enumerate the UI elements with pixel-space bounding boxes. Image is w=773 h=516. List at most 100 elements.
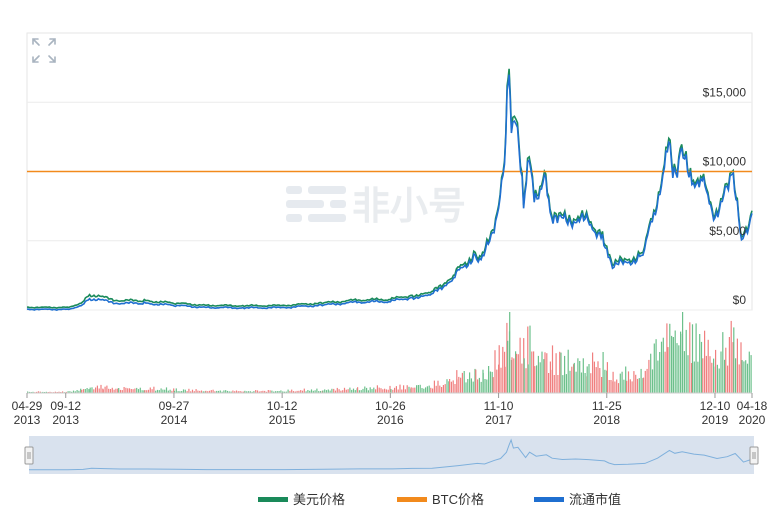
volume-bar: [653, 343, 655, 393]
volume-bar: [567, 349, 569, 393]
volume-bar: [536, 365, 538, 393]
volume-bar: [127, 388, 129, 393]
navigator-left-handle[interactable]: [24, 446, 34, 465]
navigator-right-handle[interactable]: [749, 446, 759, 465]
volume-bar: [251, 391, 253, 393]
volume-bar: [287, 389, 289, 393]
volume-bar: [454, 384, 456, 393]
volume-bar: [631, 381, 633, 393]
volume-bar: [280, 390, 282, 393]
volume-bar: [244, 390, 246, 393]
volume-bar: [705, 355, 707, 393]
volume-bar: [190, 391, 192, 393]
volume-bar: [617, 383, 620, 393]
volume-bar: [181, 391, 183, 393]
volume-bar: [336, 387, 338, 393]
volume-bar: [509, 312, 511, 393]
volume-bar: [134, 388, 136, 393]
volume-bar: [685, 329, 687, 393]
volume-bar: [728, 337, 730, 393]
volume-bar: [298, 390, 300, 393]
volume-bar: [716, 364, 718, 393]
volume-bar: [621, 371, 623, 393]
volume-bar: [678, 345, 680, 393]
series-line-usd: [26, 68, 753, 309]
volume-bar: [515, 353, 518, 393]
legend-item-btc[interactable]: BTC价格: [397, 492, 484, 507]
volume-bar: [496, 369, 498, 393]
volume-bar: [593, 361, 595, 393]
fullscreen-icon[interactable]: [32, 38, 56, 63]
volume-bar: [96, 385, 98, 393]
volume-bar: [657, 360, 659, 393]
navigator[interactable]: [24, 436, 759, 474]
navigator-selection[interactable]: [29, 436, 754, 474]
volume-bar: [702, 358, 704, 393]
volume-bar: [507, 340, 509, 393]
volume-bar: [165, 387, 168, 393]
volume-bar: [450, 381, 452, 393]
volume-bar: [143, 390, 145, 393]
volume-bar: [351, 389, 353, 393]
volume-bar: [544, 352, 546, 393]
volume-bar: [42, 391, 44, 393]
volume-bar: [664, 351, 666, 393]
volume-bar: [608, 380, 610, 393]
volume-bar: [197, 390, 199, 393]
volume-bar: [115, 388, 117, 393]
volume-bar: [329, 390, 331, 393]
volume-bar: [626, 380, 628, 393]
volume-bar: [392, 389, 394, 393]
volume-bar: [573, 362, 575, 393]
legend-item-usd[interactable]: 美元价格: [258, 492, 345, 507]
volume-bar: [408, 386, 410, 393]
volume-bar: [560, 352, 562, 393]
volume-bar: [529, 325, 531, 393]
volume-bar: [548, 373, 550, 393]
volume-bar: [489, 371, 491, 393]
volume-bar: [225, 390, 227, 393]
volume-bar: [160, 388, 162, 393]
volume-bar: [449, 379, 451, 393]
volume-bar: [67, 391, 69, 393]
volume-bar: [121, 390, 123, 393]
volume-bar: [292, 391, 295, 393]
legend-item-cap[interactable]: 流通市值: [534, 492, 621, 507]
volume-bar: [655, 339, 657, 393]
volume-bar: [37, 391, 39, 393]
volume-bar: [102, 389, 104, 393]
volume-bar: [689, 322, 691, 393]
x-tick-year: 2019: [702, 413, 729, 427]
volume-bar: [428, 385, 430, 393]
volume-bar: [669, 323, 671, 393]
volume-bar: [592, 352, 594, 393]
volume-bar: [748, 351, 750, 393]
volume-bar: [265, 391, 268, 393]
volume-bar: [149, 387, 151, 393]
volume-bar: [301, 390, 304, 393]
volume-bar: [423, 388, 425, 393]
volume-bar: [534, 366, 536, 393]
volume-bar: [414, 387, 416, 393]
volume-bar: [217, 390, 220, 393]
volume-bar: [241, 391, 243, 393]
volume-bar: [78, 390, 80, 393]
volume-bar: [72, 390, 75, 393]
volume-bar: [584, 373, 586, 393]
volume-bar: [425, 387, 427, 393]
volume-bar: [484, 379, 486, 393]
volume-bar: [387, 389, 389, 393]
volume-bar: [357, 387, 359, 393]
volume-bar: [416, 385, 418, 393]
volume-bar: [343, 387, 346, 393]
volume-bar: [98, 388, 100, 393]
volume-bar: [282, 391, 284, 393]
volume-bar: [136, 387, 138, 393]
volume-bar: [54, 391, 56, 393]
volume-bar: [733, 327, 735, 393]
volume-bar: [314, 390, 316, 393]
volume-bar: [606, 362, 608, 393]
volume-bar: [375, 389, 377, 393]
volume-bar: [82, 389, 85, 393]
volume-bar: [640, 368, 642, 393]
